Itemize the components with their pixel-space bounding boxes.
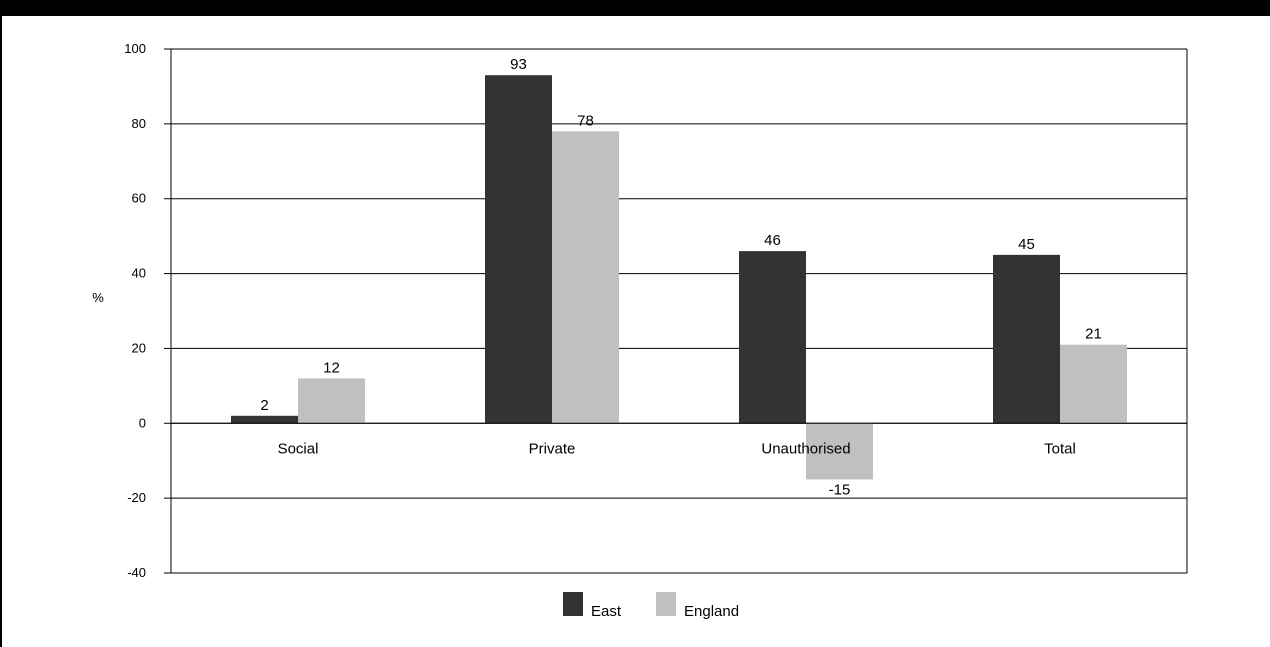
y-tick-label: 80: [132, 116, 146, 131]
category-label: Social: [278, 440, 319, 457]
data-label: 78: [577, 112, 594, 129]
legend: East England: [563, 592, 739, 620]
bar-east-unauthorised: [739, 251, 806, 424]
bar-england-total: [1060, 344, 1127, 424]
data-labels: 2 12 93 78 46 -15 45 21: [260, 56, 1102, 498]
legend-swatch-england: [656, 592, 676, 616]
bar-england-private: [552, 131, 619, 424]
category-labels: Social Private Unauthorised Total: [278, 440, 1076, 457]
data-label: 2: [260, 397, 268, 414]
y-tick-label: 40: [132, 266, 146, 281]
bar-east-private: [485, 75, 552, 424]
category-label: Unauthorised: [761, 440, 850, 457]
bar-east-total: [993, 254, 1060, 424]
legend-swatch-east: [563, 592, 583, 616]
legend-label-england: England: [684, 603, 739, 620]
y-tick-label: 100: [124, 41, 146, 56]
y-tick-label: 20: [132, 340, 146, 355]
bar-england-unauthorised: [806, 423, 873, 480]
legend-label-east: East: [591, 603, 622, 620]
y-tick-label: -40: [127, 565, 146, 580]
data-label: 21: [1085, 326, 1102, 343]
bar-east-social: [231, 415, 298, 424]
data-label: 46: [764, 232, 781, 249]
bars: [231, 75, 1127, 480]
y-axis-ticks: -40 -20 0 20 40 60 80 100: [124, 41, 171, 580]
bar-england-social: [298, 378, 365, 424]
category-label: Total: [1044, 440, 1076, 457]
data-label: -15: [829, 481, 851, 498]
header-bar: [0, 0, 1270, 16]
y-axis-label: %: [92, 290, 104, 305]
y-tick-label: 0: [139, 415, 146, 430]
frame-border: [0, 0, 2, 647]
data-label: 45: [1018, 236, 1035, 253]
category-label: Private: [529, 440, 576, 457]
y-tick-label: -20: [127, 490, 146, 505]
data-label: 12: [323, 359, 340, 376]
y-tick-label: 60: [132, 191, 146, 206]
data-label: 93: [510, 56, 527, 73]
